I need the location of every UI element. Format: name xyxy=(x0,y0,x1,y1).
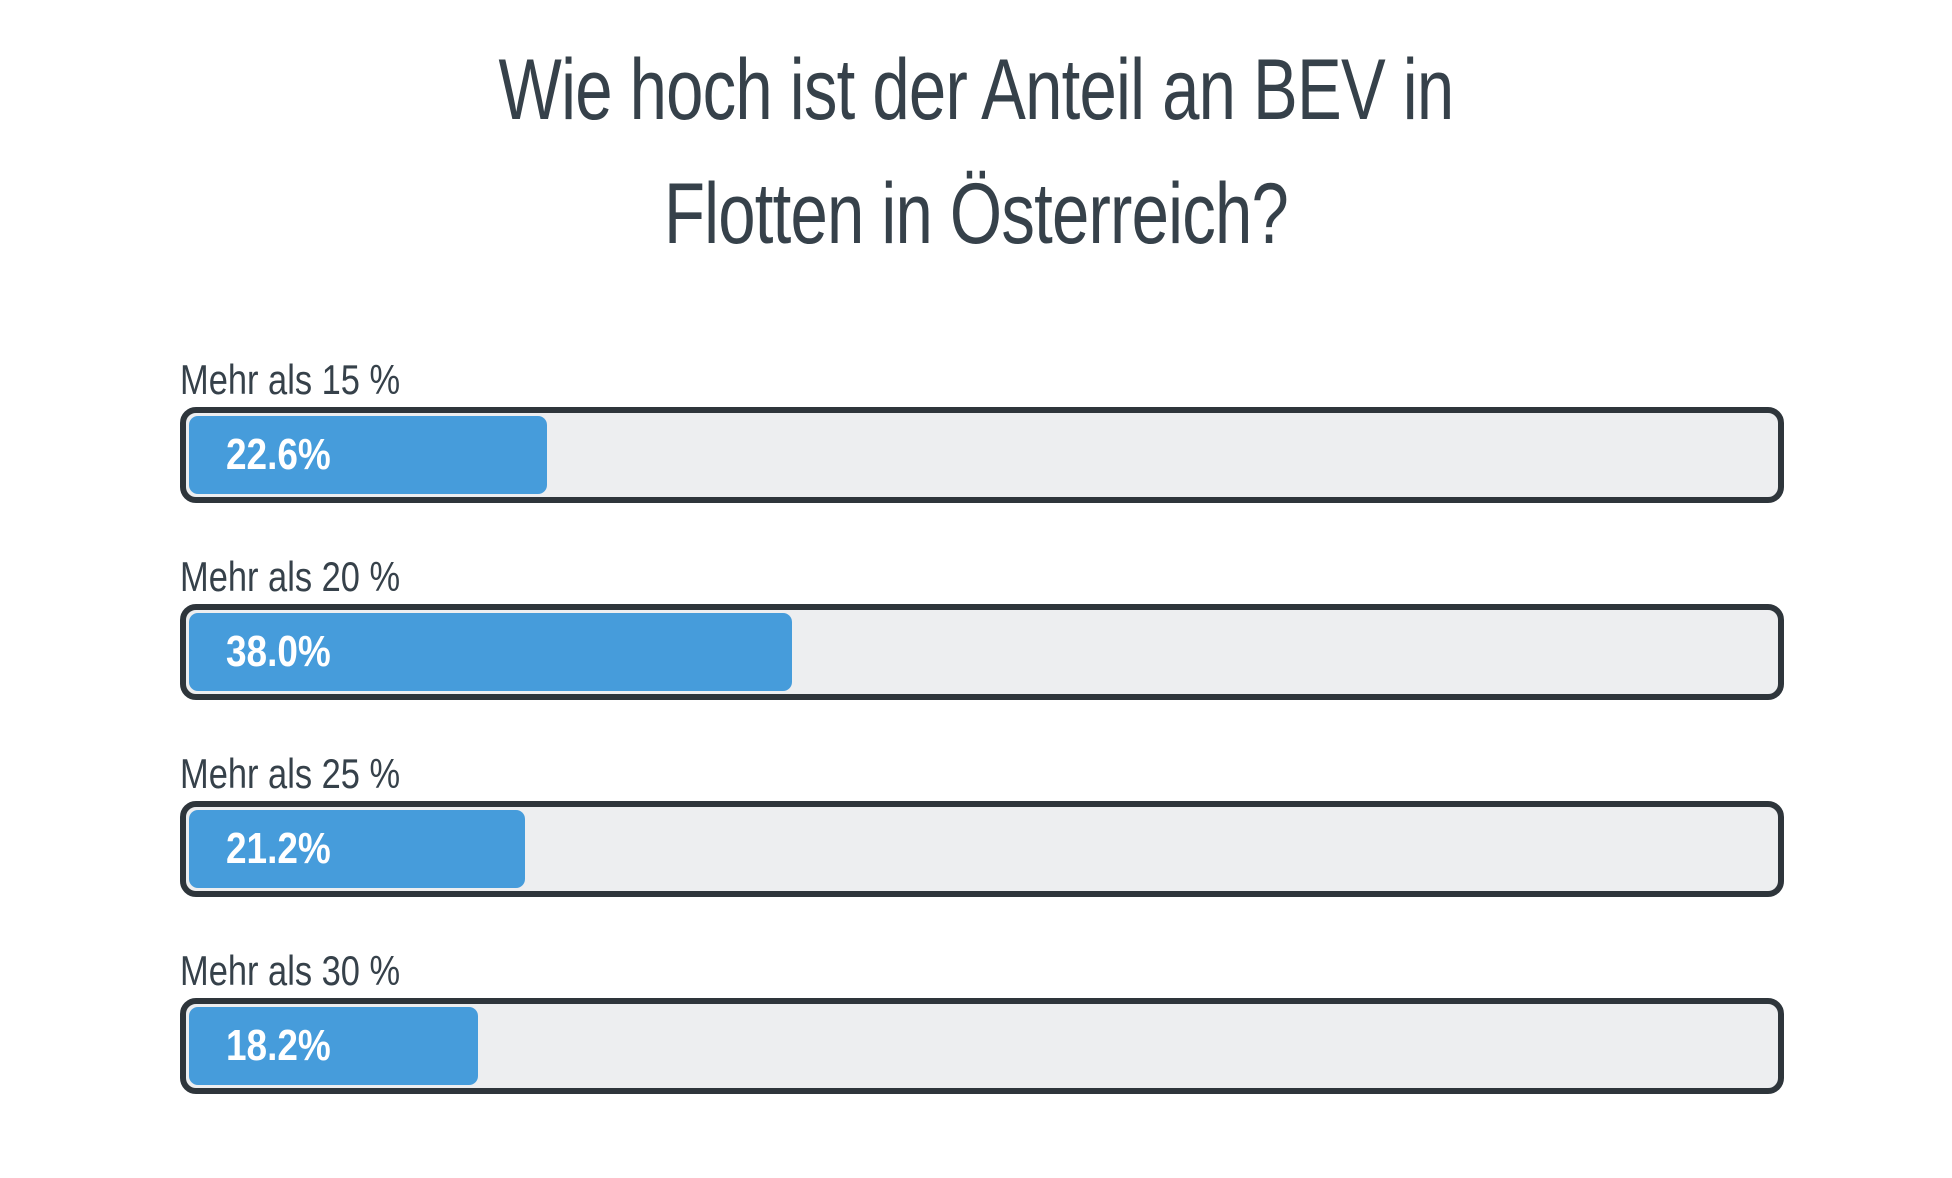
option-label: Mehr als 15 % xyxy=(180,356,401,403)
result-bar-track: 21.2% xyxy=(180,801,1784,897)
poll-options: Mehr als 15 % 22.6% Mehr als 20 % 38.0% … xyxy=(180,355,1784,1143)
result-bar-fill xyxy=(189,1007,478,1085)
option-label: Mehr als 20 % xyxy=(180,553,401,600)
result-value-label: 21.2% xyxy=(226,824,331,873)
option-label: Mehr als 25 % xyxy=(180,750,401,797)
result-bar-fill xyxy=(189,613,792,691)
result-bar-track: 18.2% xyxy=(180,998,1784,1094)
poll-option: Mehr als 25 % 21.2% xyxy=(180,749,1784,946)
poll-option: Mehr als 30 % 18.2% xyxy=(180,946,1784,1143)
result-value-label: 38.0% xyxy=(226,627,331,676)
poll-option: Mehr als 20 % 38.0% xyxy=(180,552,1784,749)
result-value-label: 18.2% xyxy=(226,1021,331,1070)
result-bar-fill xyxy=(189,416,547,494)
option-label: Mehr als 30 % xyxy=(180,947,401,994)
result-bar-track: 22.6% xyxy=(180,407,1784,503)
poll-option: Mehr als 15 % 22.6% xyxy=(180,355,1784,552)
poll-title: Wie hoch ist der Anteil an BEV in Flotte… xyxy=(498,42,1455,262)
result-value-label: 22.6% xyxy=(226,430,331,479)
result-bar-track: 38.0% xyxy=(180,604,1784,700)
result-bar-fill xyxy=(189,810,525,888)
